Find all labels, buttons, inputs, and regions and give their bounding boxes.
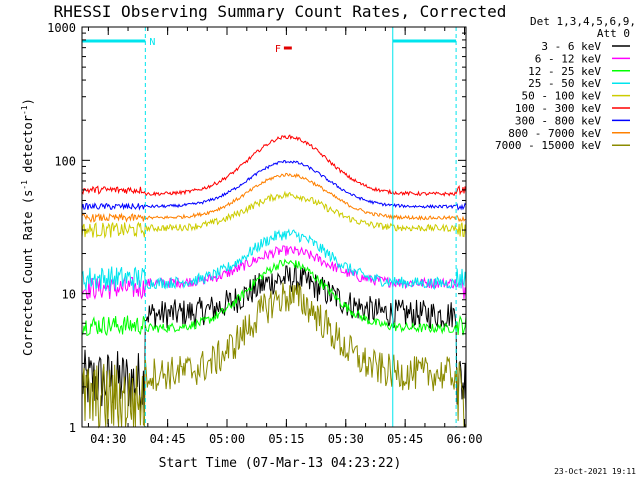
axes: 04:30 04:45 05:00 05:15 05:30 05:45 06:00 1 10 10…: [47, 21, 483, 446]
series-line-4: [81, 190, 467, 239]
legend-label-8: 7000 - 15000 keV: [495, 139, 601, 152]
y-axis-label: Corrected Count Rate (s-1 detector-1): [20, 98, 35, 356]
series-line-0: [81, 264, 467, 413]
x-tick-label-0: 04:30: [90, 432, 126, 446]
legend-label-3: 25 - 50 keV: [528, 77, 601, 90]
x-tick-label-6: 06:00: [446, 432, 482, 446]
series-line-2: [81, 258, 467, 337]
legend-label-4: 50 - 100 keV: [522, 90, 602, 103]
y-tick-label-2: 100: [54, 154, 76, 168]
x-tick-label-4: 05:30: [328, 432, 364, 446]
series-line-6: [81, 159, 467, 211]
legend-label-5: 100 - 300 keV: [515, 102, 601, 115]
flag-overlay: NF: [82, 27, 457, 427]
flag-label-0: N: [149, 37, 155, 48]
x-axis-label: Start Time (07-Mar-13 04:23:22): [159, 456, 402, 471]
series-line-5: [81, 134, 467, 197]
legend-label-7: 800 - 7000 keV: [508, 127, 601, 140]
series-line-7: [81, 172, 467, 224]
plot-frame: [81, 26, 467, 428]
x-tick-label-1: 04:45: [150, 432, 186, 446]
x-tick-label-3: 05:15: [268, 432, 304, 446]
series-line-3: [81, 228, 467, 292]
x-tick-label-5: 05:45: [387, 432, 423, 446]
series-lines: [81, 134, 467, 429]
x-tick-label-2: 05:00: [209, 432, 245, 446]
legend-label-6: 300 - 800 keV: [515, 114, 601, 127]
y-tick-label-3: 1000: [47, 21, 76, 35]
chart-title: RHESSI Observing Summary Count Rates, Co…: [54, 2, 507, 21]
y-tick-label-0: 1: [69, 421, 76, 435]
footer-timestamp: 23-Oct-2021 19:11: [554, 467, 636, 476]
legend-label-2: 12 - 25 keV: [528, 65, 601, 78]
series-line-8: [81, 282, 467, 429]
legend-header-line-1: Det 1,3,4,5,6,9,: [530, 15, 636, 28]
legend-label-0: 3 - 6 keV: [541, 40, 601, 53]
legend-label-1: 6 - 12 keV: [535, 52, 602, 65]
legend-header-line-2: Att 0: [597, 27, 630, 40]
flag-label-2: F: [275, 44, 281, 55]
y-tick-label-1: 10: [62, 288, 76, 302]
